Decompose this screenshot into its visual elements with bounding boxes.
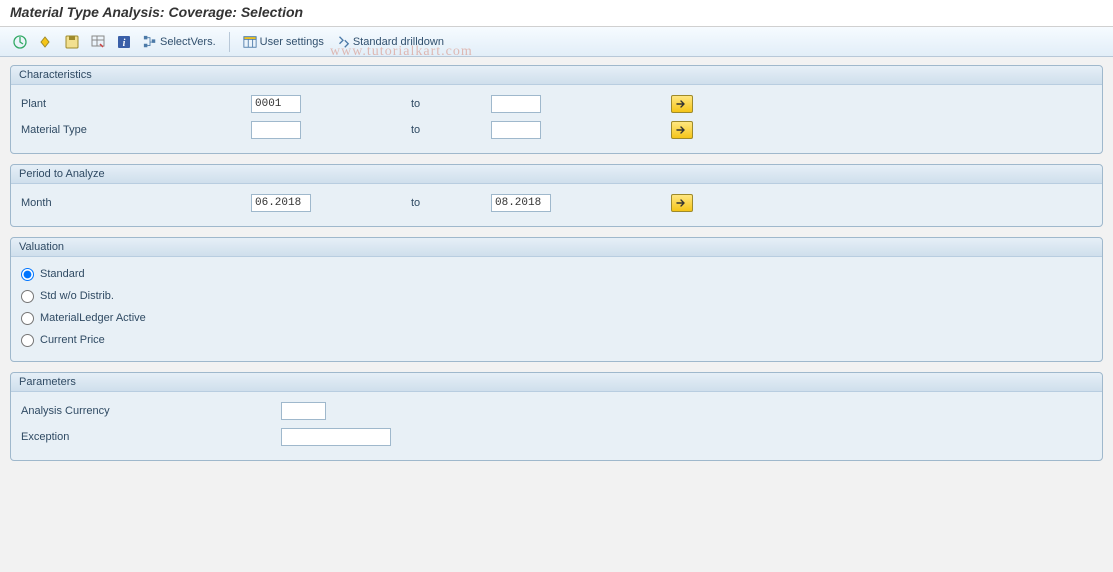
select-version-label: SelectVers. [160,36,216,48]
save-icon[interactable] [60,31,84,53]
plant-to-input[interactable] [491,95,541,113]
analysis-currency-input[interactable] [281,402,326,420]
month-to-input[interactable] [491,194,551,212]
valuation-std-wo-distrib-radio[interactable] [21,290,34,303]
month-multiple-selection-button[interactable] [671,194,693,212]
material-type-to-input[interactable] [491,121,541,139]
data-source-icon[interactable] [86,31,110,53]
month-from-input[interactable] [251,194,311,212]
group-valuation: Valuation Standard Std w/o Distrib. Mate… [10,237,1103,362]
work-area: Characteristics Plant to Material Type t… [0,57,1113,479]
group-characteristics: Characteristics Plant to Material Type t… [10,65,1103,154]
get-variant-icon[interactable] [34,31,58,53]
material-type-to-label: to [411,124,491,136]
info-icon[interactable]: i [112,31,136,53]
user-settings-button[interactable]: User settings [238,31,329,53]
material-type-from-input[interactable] [251,121,301,139]
drilldown-icon [336,35,350,49]
group-valuation-title: Valuation [11,238,1102,257]
plant-from-input[interactable] [251,95,301,113]
page-title: Material Type Analysis: Coverage: Select… [0,0,1113,27]
month-to-label: to [411,197,491,209]
plant-multiple-selection-button[interactable] [671,95,693,113]
valuation-material-ledger-radio[interactable] [21,312,34,325]
settings-table-icon [243,35,257,49]
plant-to-label: to [411,98,491,110]
svg-text:i: i [123,38,126,49]
group-parameters-title: Parameters [11,373,1102,392]
execute-icon[interactable] [8,31,32,53]
plant-label: Plant [21,98,251,110]
select-version-button[interactable]: SelectVers. [138,31,221,53]
group-period: Period to Analyze Month to [10,164,1103,227]
group-parameters: Parameters Analysis Currency Exception [10,372,1103,461]
application-toolbar: i SelectVers. User settings Standard dri… [0,27,1113,57]
month-label: Month [21,197,251,209]
hierarchy-icon [143,35,157,49]
material-type-label: Material Type [21,124,251,136]
material-type-multiple-selection-button[interactable] [671,121,693,139]
standard-drilldown-label: Standard drilldown [353,36,444,48]
valuation-material-ledger-label[interactable]: MaterialLedger Active [40,312,146,324]
valuation-current-price-label[interactable]: Current Price [40,334,105,346]
exception-label: Exception [21,431,281,443]
analysis-currency-label: Analysis Currency [21,405,281,417]
group-period-title: Period to Analyze [11,165,1102,184]
valuation-standard-label[interactable]: Standard [40,268,85,280]
exception-input[interactable] [281,428,391,446]
valuation-current-price-radio[interactable] [21,334,34,347]
valuation-std-wo-distrib-label[interactable]: Std w/o Distrib. [40,290,114,302]
standard-drilldown-button[interactable]: Standard drilldown [331,31,449,53]
valuation-standard-radio[interactable] [21,268,34,281]
user-settings-label: User settings [260,36,324,48]
toolbar-separator [229,32,230,52]
group-characteristics-title: Characteristics [11,66,1102,85]
